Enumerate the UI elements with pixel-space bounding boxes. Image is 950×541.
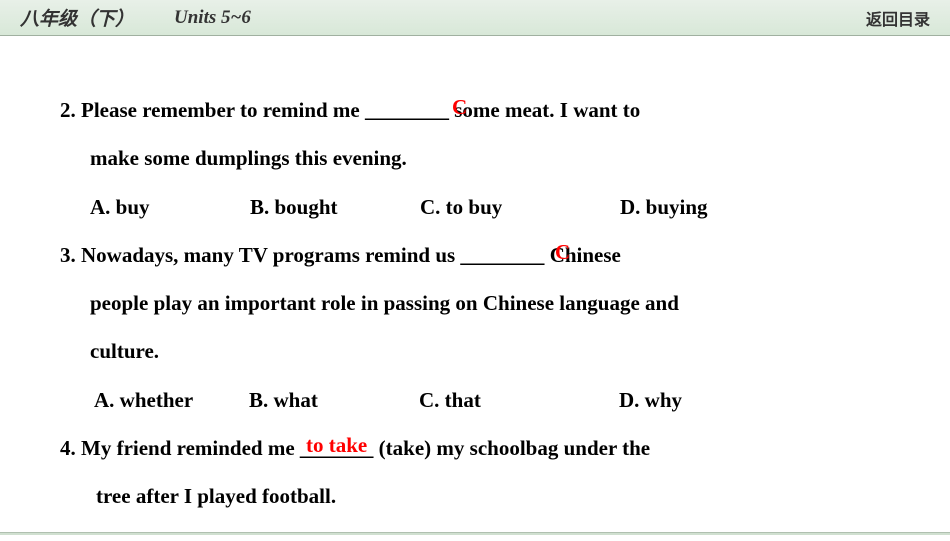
question-3: 3. Nowadays, many TV programs remind us … [60,231,890,424]
q4-line2: tree after I played football. [60,472,890,520]
question-4: 4. My friend reminded me _______ (take) … [60,424,890,521]
q3-option-a: A. whether [94,376,249,424]
q2-option-d: D. buying [620,183,708,231]
q3-line2: people play an important role in passing… [60,279,890,327]
q4-text-after: (take) my schoolbag under the [379,436,650,460]
q2-text-after: some meat. I want to [454,98,640,122]
q3-number: 3. [60,243,76,267]
q2-line1: 2. Please remember to remind me ________… [60,86,890,134]
q3-option-b: B. what [249,376,419,424]
q3-options: A. whether B. what C. that D. why [60,376,890,424]
q3-option-d: D. why [619,376,682,424]
q3-line3: culture. [60,327,890,375]
grade-label: 八年级（下） [20,4,134,31]
units-label: Units 5~6 [174,7,251,29]
q2-option-a: A. buy [90,183,250,231]
q2-option-b: B. bought [250,183,420,231]
page-header: 八年级（下） Units 5~6 返回目录 [0,0,950,36]
q2-line2: make some dumplings this evening. [60,134,890,182]
q4-line1: 4. My friend reminded me _______ (take) … [60,424,890,472]
q2-option-c: C. to buy [420,183,620,231]
content-area: 2. Please remember to remind me ________… [0,36,950,541]
q2-number: 2. [60,98,76,122]
q3-line1: 3. Nowadays, many TV programs remind us … [60,231,890,279]
q4-answer: to take [306,421,367,469]
q3-text-before: Nowadays, many TV programs remind us ___… [81,243,544,267]
q2-options: A. buy B. bought C. to buy D. buying [60,183,890,231]
q2-text-before: Please remember to remind me ________ [81,98,449,122]
q2-answer: C [452,83,467,131]
q3-option-c: C. that [419,376,619,424]
question-2: 2. Please remember to remind me ________… [60,86,890,231]
return-link[interactable]: 返回目录 [866,6,930,30]
q4-number: 4. [60,436,76,460]
q3-answer: C [555,228,570,276]
